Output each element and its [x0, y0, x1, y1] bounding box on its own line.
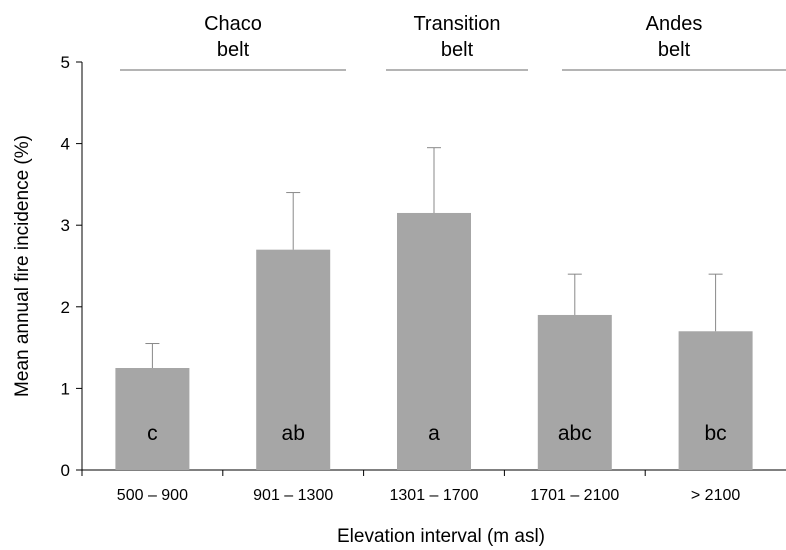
bar: [115, 368, 190, 470]
y-tick-label: 4: [61, 135, 70, 154]
belt-label-sub: belt: [441, 39, 474, 61]
bar-significance-letter: abc: [558, 422, 592, 445]
axes: 0 1 2 3 4 5: [61, 53, 786, 480]
x-tick-label: 1701 – 2100: [530, 487, 619, 504]
belt-label: Andes: [646, 13, 703, 35]
bar-significance-letter: bc: [705, 422, 727, 445]
belt-label: Transition: [413, 13, 500, 35]
labels: c 500 – 900 ab 901 – 1300 a 1301 – 1700 abc 170…: [12, 13, 786, 547]
y-axis-title: Mean annual fire incidence (%): [12, 135, 33, 397]
y-tick-label: 1: [61, 379, 70, 398]
bar: [537, 314, 612, 470]
belt-label: Chaco: [204, 13, 262, 35]
belt-label-sub: belt: [217, 39, 250, 61]
bar-significance-letter: a: [428, 422, 440, 445]
x-tick-label: 500 – 900: [117, 487, 188, 504]
y-tick-label: 3: [61, 216, 70, 235]
bar: [397, 212, 471, 470]
bar-significance-letter: ab: [282, 422, 305, 445]
bar: [678, 331, 753, 470]
x-tick-label: 1301 – 1700: [390, 487, 479, 504]
bars: [115, 147, 753, 470]
belt-label-sub: belt: [658, 39, 691, 61]
x-tick-label: > 2100: [691, 487, 740, 504]
y-tick-label: 5: [61, 53, 70, 72]
bar: [256, 249, 331, 470]
y-tick-label: 0: [61, 461, 70, 480]
x-tick-label: 901 – 1300: [253, 487, 333, 504]
y-tick-label: 2: [61, 298, 70, 317]
x-axis-title: Elevation interval (m asl): [337, 526, 545, 547]
bar-significance-letter: c: [147, 422, 158, 445]
